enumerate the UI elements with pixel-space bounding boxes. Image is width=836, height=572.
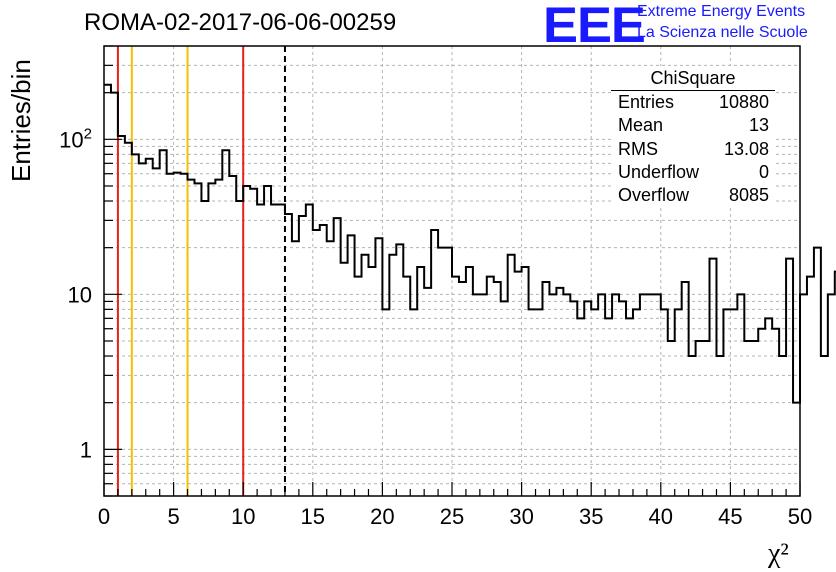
- x-tick-label: 35: [579, 504, 603, 529]
- x-tick-label: 20: [370, 504, 394, 529]
- y-tick-label: 1: [80, 437, 92, 462]
- reference-lines: [116, 46, 286, 496]
- stats-label: Mean: [618, 115, 664, 136]
- stats-label: RMS: [618, 138, 658, 159]
- stats-label: Underflow: [618, 161, 700, 182]
- stats-row: Entries 10880: [611, 91, 775, 114]
- histogram-line: [104, 83, 836, 404]
- stats-box: ChiSquare Entries 10880 Mean 13 RMS 13.08 U…: [611, 66, 775, 208]
- x-tick-label: 0: [98, 504, 110, 529]
- stats-value: 0: [758, 161, 769, 182]
- stats-value: 13.08: [723, 138, 769, 159]
- axis-ticks: [103, 45, 801, 497]
- stats-title: ChiSquare: [611, 66, 775, 91]
- logo-subtitle-1: Extreme Energy Events: [637, 3, 806, 20]
- x-tick-label: 15: [301, 504, 325, 529]
- y-tick-labels: 1 10 102: [59, 125, 92, 462]
- x-tick-label: 25: [440, 504, 464, 529]
- x-tick-label: 40: [649, 504, 673, 529]
- y-tick-label: 102: [59, 125, 92, 152]
- stats-label: Entries: [618, 92, 675, 112]
- stats-value: 10880: [718, 92, 769, 112]
- run-title: ROMA-02-2017-06-06-00259: [84, 9, 397, 36]
- stats-label: Overflow: [618, 185, 690, 206]
- x-axis-label: χ²: [768, 538, 789, 569]
- y-axis-label: Entries/bin: [6, 59, 36, 182]
- stats-row: Overflow 8085: [611, 184, 775, 207]
- x-tick-labels: 0 5 10 15 20 25 30 35 40 45 50: [98, 504, 812, 529]
- x-tick-label: 45: [718, 504, 742, 529]
- y-tick-label: 10: [68, 282, 92, 307]
- logo-subtitle-2: La Scienza nelle Scuole: [637, 24, 808, 41]
- x-tick-label: 50: [788, 504, 812, 529]
- stats-value: 8085: [728, 185, 769, 206]
- x-tick-label: 30: [509, 504, 533, 529]
- grid-lines: [104, 45, 800, 497]
- eee-logo: EEE: [543, 0, 646, 53]
- stats-row: Mean 13: [611, 114, 775, 137]
- stats-row: RMS 13.08: [611, 138, 775, 161]
- stats-row: Underflow 0: [611, 161, 775, 184]
- x-tick-label: 10: [231, 504, 255, 529]
- x-tick-label: 5: [167, 504, 179, 529]
- stats-value: 13: [748, 115, 769, 136]
